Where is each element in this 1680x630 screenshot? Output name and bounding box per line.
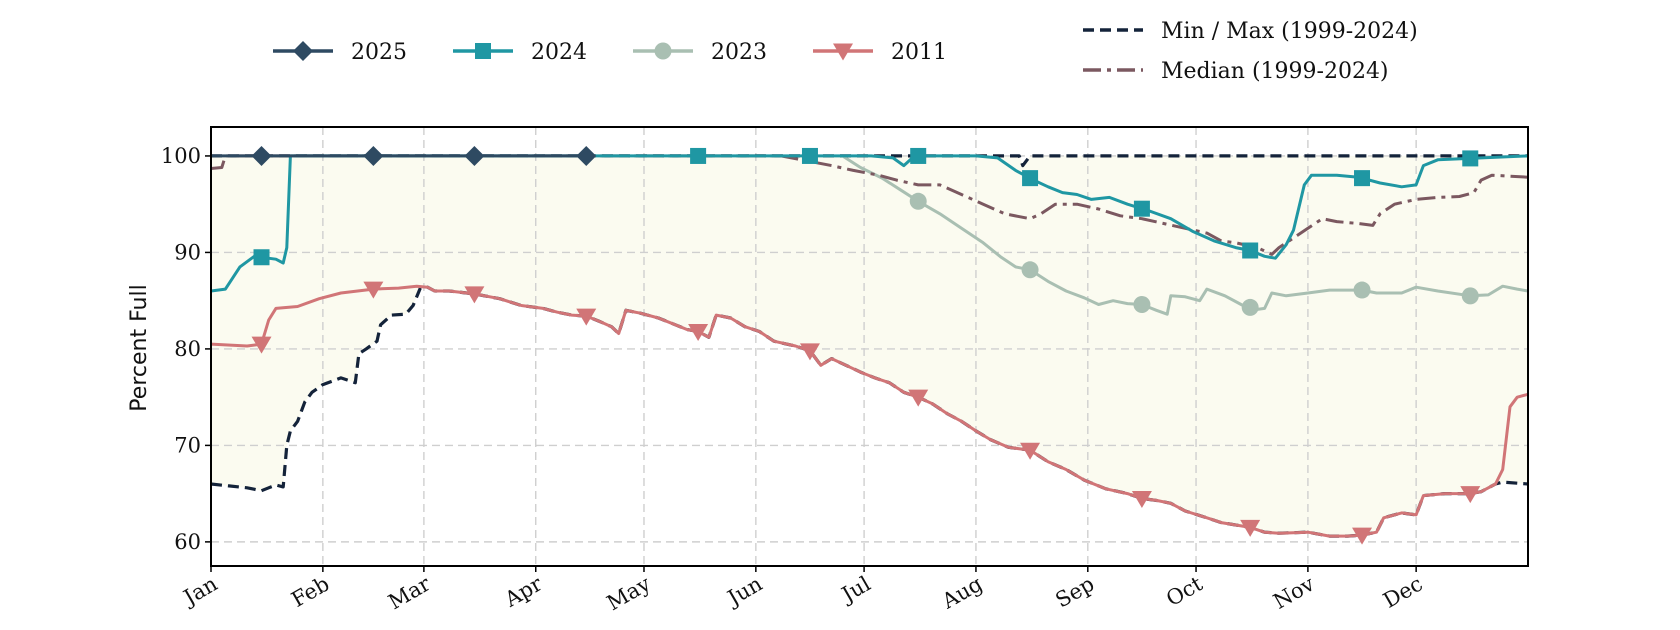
legend-label: 2023 <box>711 40 767 65</box>
series-s2025 <box>211 145 597 166</box>
legend-item-s2011: 2011 <box>813 40 947 65</box>
series-marker-s2025 <box>576 145 597 166</box>
x-tick-label: Feb <box>287 572 333 612</box>
x-tick-label: Jan <box>178 572 222 611</box>
series-marker-s2011 <box>251 336 272 354</box>
legend-label: 2024 <box>531 40 587 65</box>
legend-marker <box>475 43 491 59</box>
min-max-band <box>211 155 1528 537</box>
series-s2023 <box>841 154 1528 316</box>
series-marker-s2011 <box>799 343 820 361</box>
series-marker-s2024 <box>1133 200 1150 217</box>
series-line-smedian <box>211 154 1528 256</box>
x-tick-label: Dec <box>1379 572 1427 613</box>
x-tick-label: Nov <box>1269 571 1318 613</box>
series-marker-s2023 <box>1133 296 1151 314</box>
series-marker-s2024 <box>253 249 270 266</box>
series-marker-s2023 <box>1461 287 1479 305</box>
x-tick-label: Mar <box>384 571 435 614</box>
legend-label: Median (1999-2024) <box>1161 59 1389 84</box>
series-marker-s2024 <box>690 147 707 164</box>
series-marker-s2011 <box>1352 527 1373 545</box>
legend-marker <box>293 41 313 61</box>
series-marker-s2011 <box>908 389 929 407</box>
series-marker-s2011 <box>464 286 485 304</box>
series-marker-s2011 <box>688 324 709 342</box>
series-smax <box>211 154 1528 168</box>
legend-item-smin: Min / Max (1999-2024) <box>1083 19 1418 44</box>
series-marker-s2025 <box>251 145 272 166</box>
legend-label: 2011 <box>891 40 947 65</box>
x-tick-label: May <box>603 571 655 615</box>
series-line-s2023 <box>841 154 1528 316</box>
series-marker-s2011 <box>363 281 384 299</box>
y-tick-label: 70 <box>174 433 201 457</box>
series-marker-s2011 <box>1460 486 1481 504</box>
series-smedian <box>211 154 1528 256</box>
legend-label: 2025 <box>351 40 407 65</box>
plot-area <box>211 127 1528 566</box>
legend-marker <box>654 42 672 60</box>
x-tick-label: Sep <box>1051 572 1098 613</box>
series-marker-s2025 <box>464 145 485 166</box>
series-line-smax <box>211 154 1528 168</box>
series-marker-s2011 <box>576 308 597 326</box>
grid <box>211 127 1528 566</box>
x-tick-label: Jun <box>722 572 766 612</box>
y-tick-label: 80 <box>174 337 201 361</box>
series-line-s2024 <box>211 154 1528 293</box>
series-marker-s2011 <box>1131 490 1152 508</box>
y-tick-label: 100 <box>161 144 201 168</box>
series-marker-s2023 <box>1353 281 1371 299</box>
legend-item-s2025: 2025 <box>273 40 407 65</box>
series-marker-s2023 <box>1241 298 1259 316</box>
legend-label: Min / Max (1999-2024) <box>1161 19 1418 44</box>
series-marker-s2024 <box>1022 170 1039 187</box>
y-axis-title: Percent Full <box>127 284 152 411</box>
series-marker-s2023 <box>1021 261 1039 279</box>
series-s2011 <box>211 281 1528 545</box>
series-marker-s2024 <box>910 147 927 164</box>
series-marker-s2011 <box>1020 442 1041 460</box>
x-tick-label: Jul <box>836 571 875 607</box>
series-line-smin <box>211 285 1528 538</box>
series-smin <box>211 285 1528 538</box>
legend-item-s2023: 2023 <box>633 40 767 65</box>
series-marker-s2024 <box>1242 242 1259 259</box>
legend: 2025 2024 2023 2011 Min / Max (1999-2024) Med… <box>273 19 1418 84</box>
series-marker-s2024 <box>1462 150 1479 167</box>
x-tick-label: Apr <box>500 571 547 612</box>
series-s2024 <box>211 147 1528 293</box>
x-tick-label: Aug <box>937 572 986 614</box>
y-tick-label: 60 <box>174 530 201 554</box>
plot-frame <box>210 126 1529 567</box>
series-marker-s2024 <box>801 147 818 164</box>
series-marker-s2025 <box>363 145 384 166</box>
x-tick-label: Oct <box>1162 571 1207 611</box>
legend-item-smedian: Median (1999-2024) <box>1083 59 1389 84</box>
legend-item-s2024: 2024 <box>453 40 587 65</box>
series-marker-s2023 <box>909 192 927 210</box>
y-tick-label: 90 <box>174 240 201 264</box>
series-marker-s2011 <box>1240 519 1261 537</box>
series-marker-s2024 <box>1354 170 1371 187</box>
legend-marker <box>833 43 853 61</box>
